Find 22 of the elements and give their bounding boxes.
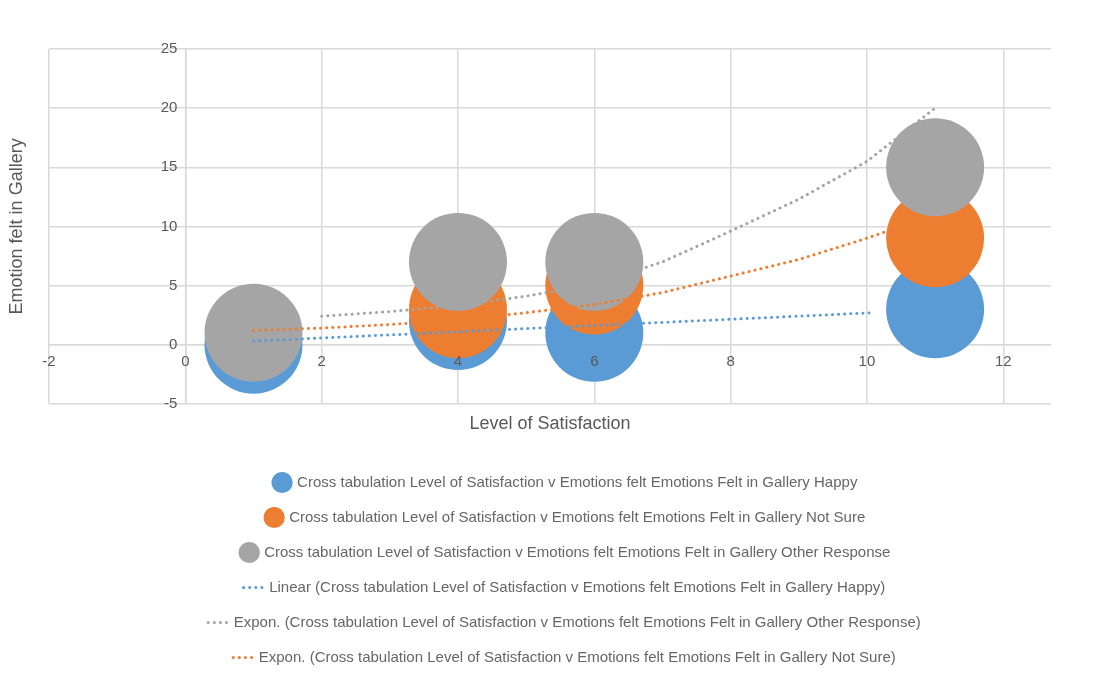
y-tick-label: 5 [168,275,178,293]
legend-label: Cross tabulation Level of Satisfaction v Emotions felt Emotions Felt in Gallery Happy [297,472,858,490]
legend-label: Linear (Cross tabulation Level of Satisfaction v Emotions felt Emotions Felt in Gallery Happy) [269,577,886,595]
legend-label: Cross tabulation Level of Satisfaction v Emotions felt Emotions Felt in Gallery Other Response [264,542,891,560]
y-tick-label: 20 [160,98,178,116]
y-tick-label: 10 [160,216,178,234]
legend-label: Cross tabulation Level of Satisfaction v Emotions felt Emotions Felt in Gallery Not Sure [289,507,866,525]
y-tick-label: 0 [168,334,178,352]
x-tick-label: 0 [181,352,190,370]
x-tick-label: 8 [726,352,735,370]
legend-label: Expon. (Cross tabulation Level of Satisfaction v Emotions felt Emotions Felt in Gallery Other Response) [233,612,921,630]
y-tick-label: 25 [160,39,178,57]
x-tick-label: -2 [42,352,56,370]
y-tick-label: -5 [163,393,178,411]
x-tick-label: 10 [858,352,876,370]
legend-label: Expon. (Cross tabulation Level of Satisfaction v Emotions felt Emotions Felt in Gallery Not Sure) [258,647,896,665]
y-axis-title: Emotion felt in Gallery [5,138,26,315]
x-tick-label: 6 [590,352,599,370]
x-tick-label: 12 [994,352,1012,370]
x-axis-title: Level of Satisfaction [469,412,631,433]
x-tick-label: 2 [317,352,326,370]
y-tick-label: 15 [160,157,178,175]
